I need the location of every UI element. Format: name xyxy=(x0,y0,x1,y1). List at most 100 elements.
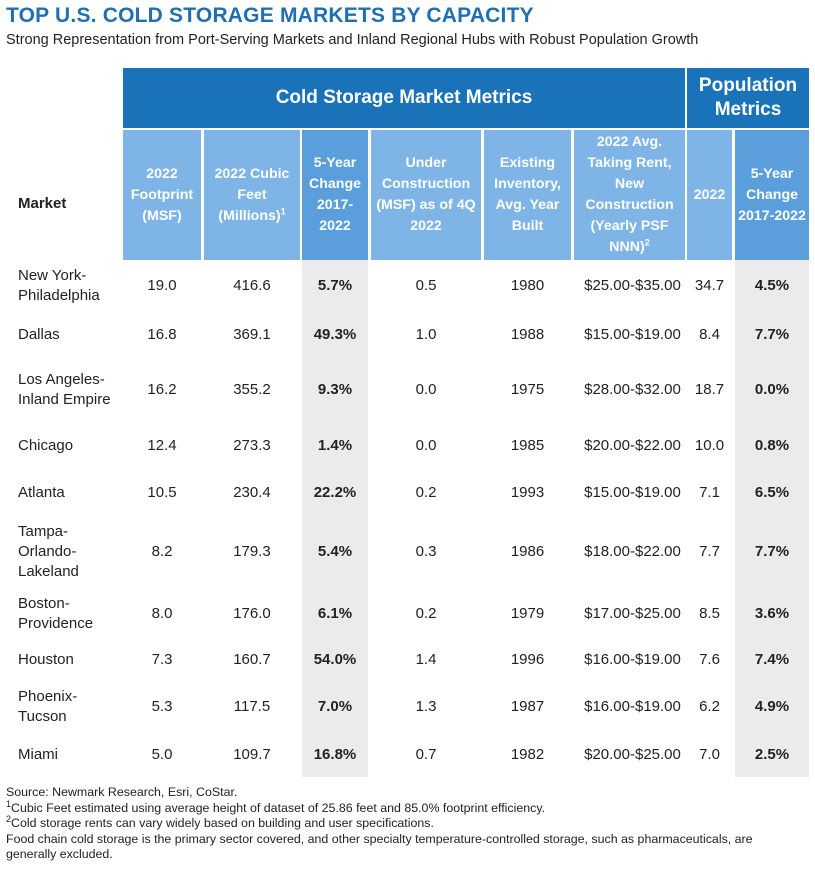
cell-year-built: 1985 xyxy=(510,437,545,454)
cell-pop-2022: 18.7 xyxy=(694,381,725,398)
cell-rent: $15.00-$19.00 xyxy=(584,326,681,343)
cell-change: 54.0% xyxy=(313,651,357,668)
cell-year-built: 1980 xyxy=(510,277,545,294)
cell-cubic-feet: 230.4 xyxy=(233,484,271,501)
cell-rent: $17.00-$25.00 xyxy=(584,605,681,622)
cell-footprint: 12.4 xyxy=(147,437,177,454)
cell-rent: $20.00-$25.00 xyxy=(584,746,681,763)
column-header-market: Market xyxy=(18,195,67,212)
footnote-2: 2Cold storage rents can vary widely base… xyxy=(6,814,434,831)
cell-year-built: 1975 xyxy=(510,381,545,398)
cell-change: 49.3% xyxy=(313,326,357,343)
cell-pop-2022: 8.5 xyxy=(699,605,720,622)
cell-year-built: 1996 xyxy=(510,651,545,668)
cell-under-construction: 0.2 xyxy=(415,484,437,501)
cell-pop-change: 7.7% xyxy=(754,543,790,560)
cell-cubic-feet: 176.0 xyxy=(233,605,271,622)
footnotes: Source: Newmark Research, Esri, CoStar. … xyxy=(6,785,806,863)
column-header-cubic-feet: 2022 Cubic Feet (Millions)1 xyxy=(204,130,300,260)
table-row: Phoenix-Tucson 5.3 117.5 7.0% 1.3 1987 $16.00-… xyxy=(0,685,815,729)
cell-under-construction: 0.0 xyxy=(415,437,437,454)
cell-rent: $18.00-$22.00 xyxy=(584,543,681,560)
page-title: TOP U.S. COLD STORAGE MARKETS BY CAPACIT… xyxy=(6,4,534,27)
cell-pop-2022: 10.0 xyxy=(694,437,725,454)
cell-year-built: 1988 xyxy=(510,326,545,343)
table-row: Los Angeles-Inland Empire 16.2 355.2 9.3% 0.… xyxy=(0,360,815,420)
cell-rent: $16.00-$19.00 xyxy=(584,698,681,715)
cell-footprint: 5.3 xyxy=(151,698,173,715)
table-row: New York-Philadelphia 19.0 416.6 5.7% 0.5 198… xyxy=(0,264,815,308)
cell-cubic-feet: 355.2 xyxy=(233,381,271,398)
column-header-under-construction: Under Construction (MSF) as of 4Q 2022 xyxy=(371,130,481,260)
column-header-footprint: 2022 Footprint (MSF) xyxy=(123,130,201,260)
cell-pop-change: 4.9% xyxy=(754,698,790,715)
cell-rent: $25.00-$35.00 xyxy=(584,277,681,294)
cell-market: Tampa-Orlando-Lakeland xyxy=(18,523,79,580)
cell-cubic-feet: 273.3 xyxy=(233,437,271,454)
table-row: Houston 7.3 160.7 54.0% 1.4 1996 $16.00-$19.00… xyxy=(0,638,815,682)
cell-market: Los Angeles-Inland Empire xyxy=(18,371,111,408)
cell-cubic-feet: 179.3 xyxy=(233,543,271,560)
table-row: Boston-Providence 8.0 176.0 6.1% 0.2 1979 $17.… xyxy=(0,592,815,636)
cell-market: New York-Philadelphia xyxy=(18,267,100,304)
cell-change: 6.1% xyxy=(317,605,353,622)
footnote-3: Food chain cold storage is the primary s… xyxy=(6,831,753,862)
cell-pop-change: 0.0% xyxy=(754,381,790,398)
column-header-pop-change: 5-Year Change 2017-2022 xyxy=(735,130,809,260)
cell-pop-change: 4.5% xyxy=(754,277,790,294)
cell-pop-change: 7.7% xyxy=(754,326,790,343)
cell-footprint: 8.2 xyxy=(151,543,173,560)
page-subtitle: Strong Representation from Port-Serving … xyxy=(6,32,699,48)
cell-cubic-feet: 117.5 xyxy=(233,698,271,715)
cell-market: Chicago xyxy=(18,437,74,454)
cell-pop-change: 3.6% xyxy=(754,605,790,622)
cell-under-construction: 0.7 xyxy=(415,746,437,763)
cell-year-built: 1986 xyxy=(510,543,545,560)
cell-market: Atlanta xyxy=(18,484,65,501)
cell-cubic-feet: 416.6 xyxy=(233,277,271,294)
cell-cubic-feet: 369.1 xyxy=(233,326,271,343)
column-header-pop-2022: 2022 xyxy=(687,130,732,260)
column-header-year-built: Existing Inventory, Avg. Year Built xyxy=(484,130,571,260)
cell-under-construction: 1.3 xyxy=(415,698,437,715)
cell-rent: $16.00-$19.00 xyxy=(584,651,681,668)
cell-change: 7.0% xyxy=(317,698,353,715)
cell-rent: $20.00-$22.00 xyxy=(584,437,681,454)
cell-pop-2022: 8.4 xyxy=(699,326,720,343)
cell-change: 22.2% xyxy=(313,484,357,501)
cell-under-construction: 0.3 xyxy=(415,543,437,560)
cell-market: Miami xyxy=(18,746,58,763)
cell-cubic-feet: 109.7 xyxy=(233,746,271,763)
cell-footprint: 10.5 xyxy=(147,484,177,501)
cell-rent: $15.00-$19.00 xyxy=(584,484,681,501)
cell-footprint: 8.0 xyxy=(151,605,173,622)
cell-pop-2022: 7.0 xyxy=(699,746,720,763)
table-row: Atlanta 10.5 230.4 22.2% 0.2 1993 $15.00-$19.0… xyxy=(0,471,815,515)
cell-pop-change: 6.5% xyxy=(754,484,790,501)
column-header-rent: 2022 Avg. Taking Rent, New Construction … xyxy=(574,130,685,260)
cell-change: 1.4% xyxy=(317,437,353,454)
column-header-change: 5-Year Change 2017-2022 xyxy=(302,130,368,260)
cell-under-construction: 0.0 xyxy=(415,381,437,398)
cell-year-built: 1982 xyxy=(510,746,545,763)
group-header-population-metrics: Population Metrics xyxy=(687,68,809,128)
cell-pop-change: 7.4% xyxy=(754,651,790,668)
highlight-column-pop-change xyxy=(735,260,809,777)
cell-under-construction: 0.2 xyxy=(415,605,437,622)
cell-rent: $28.00-$32.00 xyxy=(584,381,681,398)
cell-change: 16.8% xyxy=(313,746,357,763)
cell-market: Dallas xyxy=(18,326,60,343)
cell-market: Phoenix-Tucson xyxy=(18,688,78,725)
table-row: Chicago 12.4 273.3 1.4% 0.0 1985 $20.00-$22.00… xyxy=(0,424,815,468)
table-row: Tampa-Orlando-Lakeland 8.2 179.3 5.4% 0.3 198… xyxy=(0,519,815,585)
highlight-column-change xyxy=(302,260,368,777)
cell-footprint: 16.2 xyxy=(147,381,177,398)
table-row: Dallas 16.8 369.1 49.3% 1.0 1988 $15.00-$19.00… xyxy=(0,313,815,357)
group-header-market-metrics: Cold Storage Market Metrics xyxy=(123,68,685,128)
source-note: Source: Newmark Research, Esri, CoStar. xyxy=(6,785,238,799)
cell-year-built: 1993 xyxy=(510,484,545,501)
cell-change: 9.3% xyxy=(317,381,353,398)
cell-under-construction: 0.5 xyxy=(415,277,437,294)
cell-pop-change: 2.5% xyxy=(754,746,790,763)
